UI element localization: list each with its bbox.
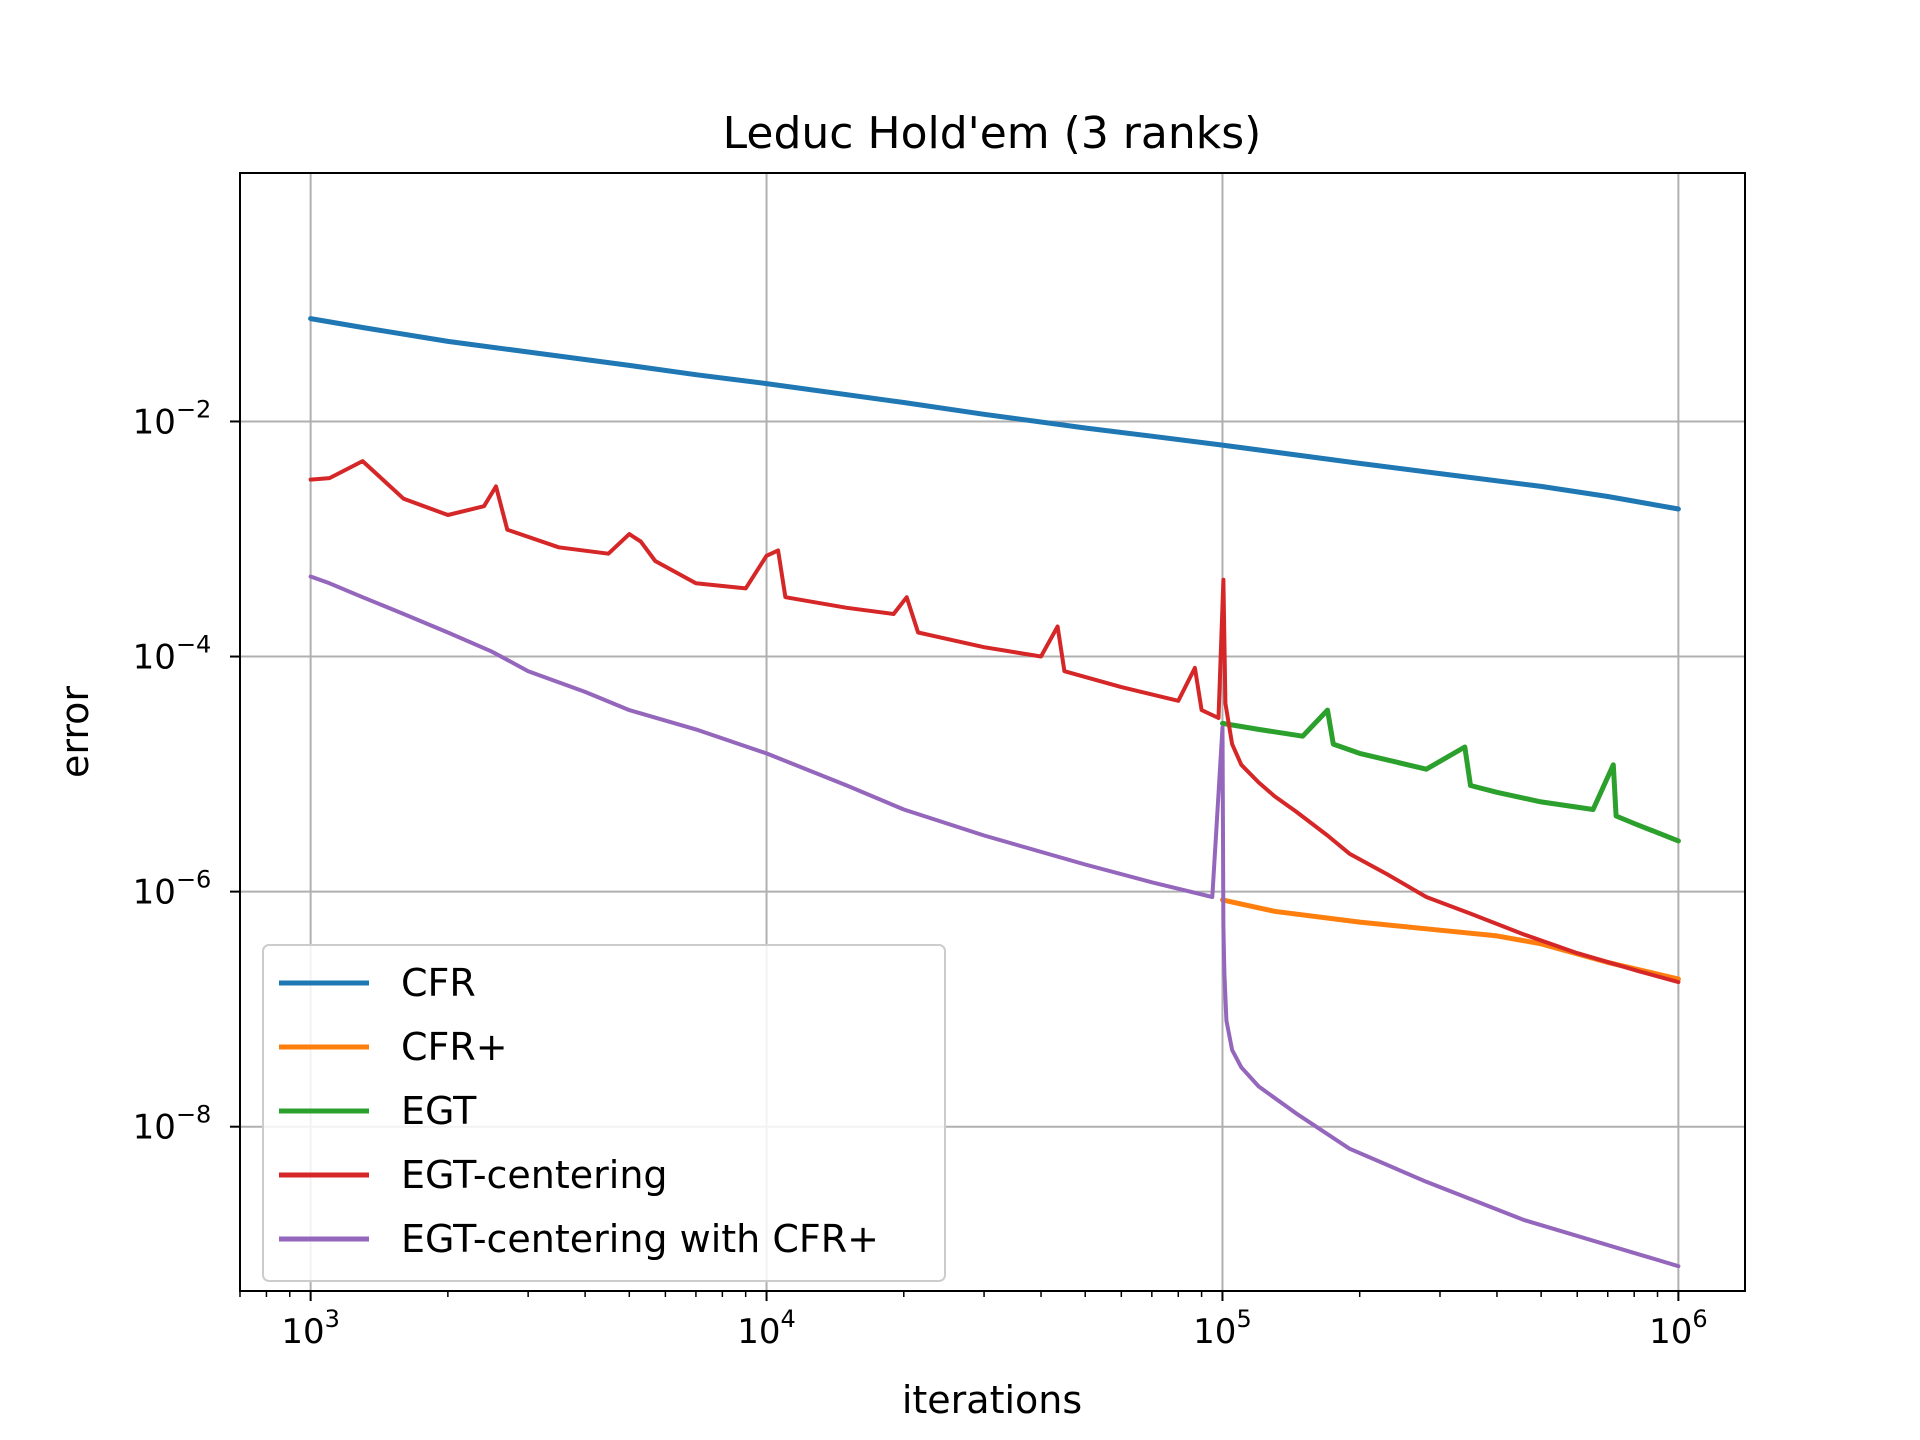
x-tick-label: 104 (737, 1305, 796, 1352)
series-line-egt-centering (308, 459, 1681, 985)
legend-label: CFR+ (401, 1025, 508, 1069)
x-axis-label: iterations (902, 1378, 1082, 1422)
legend-label: EGT-centering with CFR+ (401, 1217, 879, 1261)
legend: CFR CFR+ EGT EGT-centering EGT-centering wit… (262, 944, 946, 1282)
series-line-cfr (308, 316, 1681, 512)
y-tick-label: 10−4 (133, 631, 212, 678)
plot-frame (239, 172, 1746, 1292)
legend-label: EGT (401, 1089, 477, 1133)
y-tick-label: 10−6 (133, 866, 212, 913)
x-tick-label: 105 (1193, 1305, 1252, 1352)
legend-label: CFR (401, 961, 476, 1005)
series-line-egt-centering-with-cfr- (308, 574, 1681, 1269)
x-tick-label: 106 (1649, 1305, 1708, 1352)
y-tick-label: 10−8 (133, 1101, 212, 1148)
legend-label: EGT-centering (401, 1153, 668, 1197)
y-axis-label: error (53, 686, 97, 778)
x-tick-label: 103 (281, 1305, 340, 1352)
tick-layer: 103 104 105 106 10−2 10−4 10−6 10−8 (133, 395, 1708, 1352)
legend-box (262, 944, 946, 1282)
y-tick-label: 10−2 (133, 395, 212, 442)
series-line-egt (1220, 707, 1681, 844)
series-layer (308, 316, 1681, 1269)
chart-title: Leduc Hold'em (3 ranks) (723, 108, 1262, 159)
